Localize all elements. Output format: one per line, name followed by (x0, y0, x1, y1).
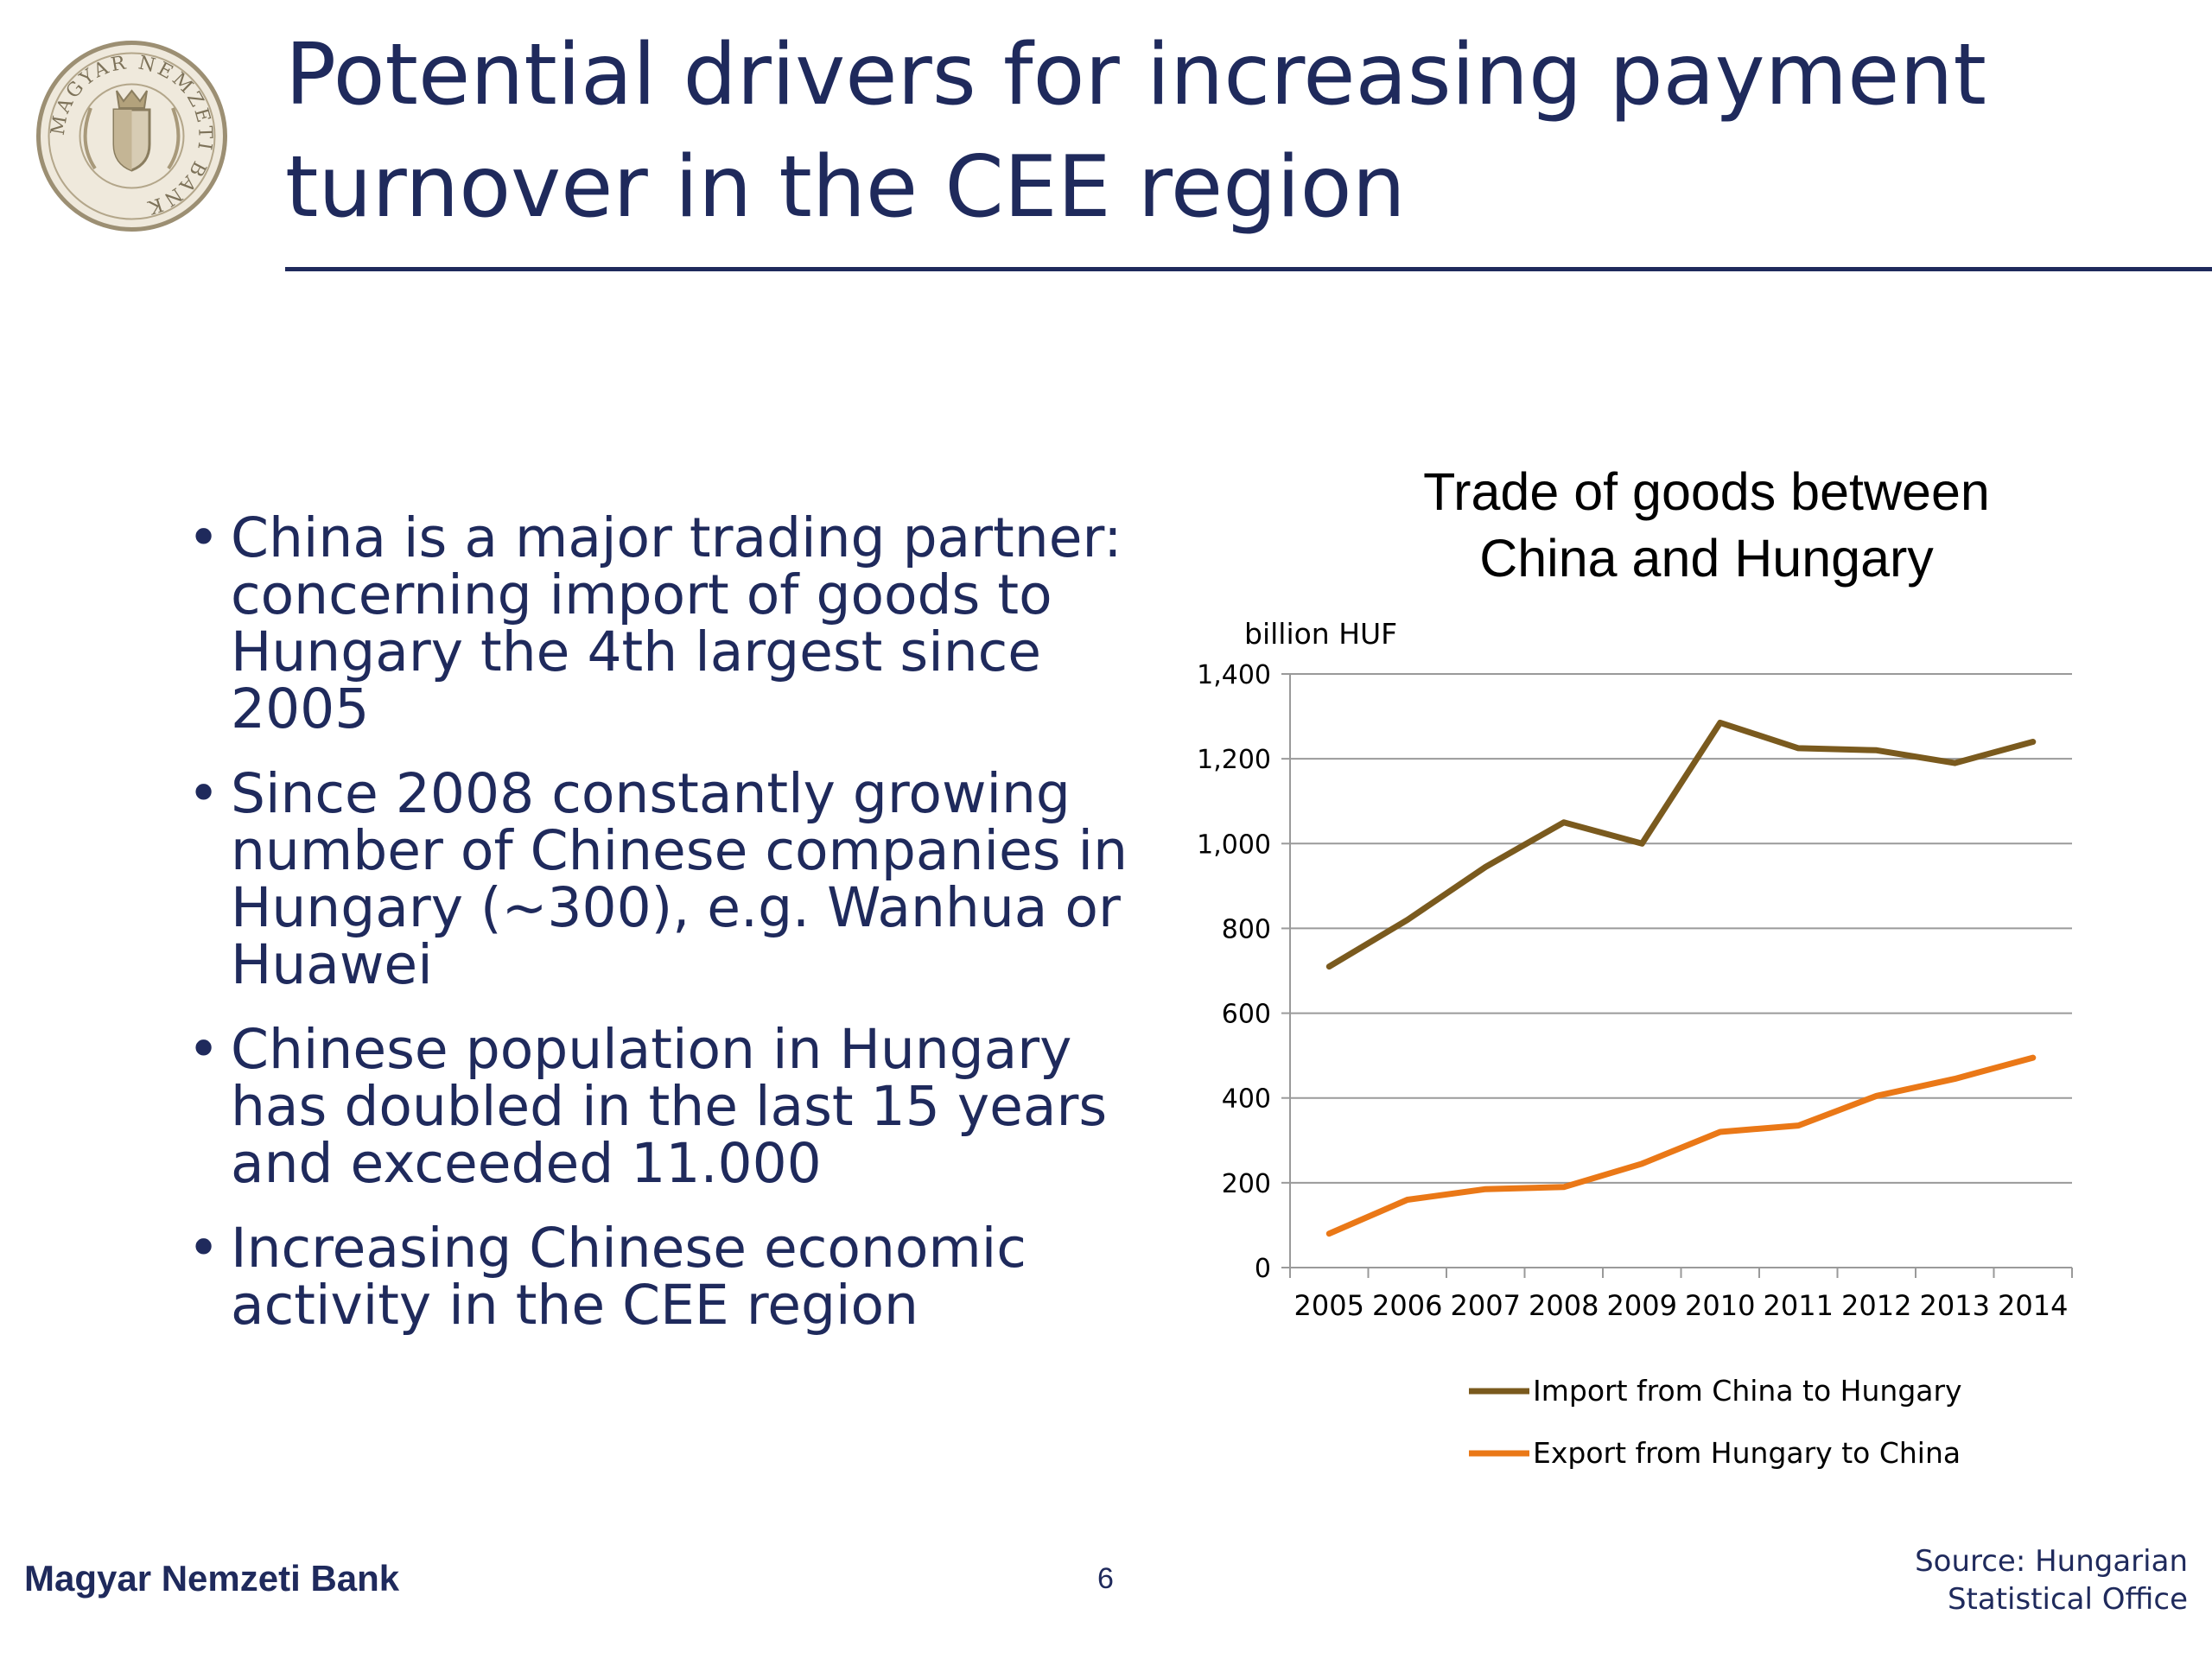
bullet-text: Increasing Chinese economic activity in … (231, 1217, 1027, 1337)
bullet-dot-icon: • (188, 1217, 220, 1280)
trade-line-chart: Trade of goods between China and Hungary… (1197, 467, 2073, 1470)
slide-title: Potential drivers for increasing payment… (285, 19, 2186, 244)
x-tick-label: 2005 (1294, 1289, 1364, 1322)
y-tick-label: 600 (1222, 1000, 1271, 1030)
legend-import: Import from China to Hungary (1469, 1374, 1962, 1408)
legend-label: Import from China to Hungary (1533, 1374, 1962, 1408)
legend-label: Export from Hungary to China (1533, 1436, 1961, 1470)
bullet-item: • Chinese population in Hungary has doubl… (183, 1021, 1151, 1192)
x-tick-label: 2014 (1998, 1289, 2068, 1322)
y-tick-label: 400 (1222, 1084, 1271, 1115)
title-rule (285, 267, 2212, 271)
legend-export: Export from Hungary to China (1469, 1436, 1961, 1470)
bullet-dot-icon: • (188, 506, 220, 569)
source-line-2: Statistical Office (1947, 1582, 2188, 1617)
bullet-item: • China is a major trading partner: conce… (183, 510, 1151, 738)
bullet-text: Since 2008 constantly growing number of … (231, 762, 1128, 996)
x-tick-label: 2008 (1529, 1289, 1599, 1322)
y-tick-label: 1,000 (1197, 830, 1271, 860)
y-axis-label: billion HUF (1244, 617, 1397, 651)
title-line-2: turnover in the CEE region (285, 138, 1406, 237)
bullet-dot-icon: • (188, 1018, 220, 1081)
y-tick-label: 1,200 (1197, 745, 1271, 775)
source-line-1: Source: Hungarian (1915, 1544, 2188, 1579)
y-tick-label: 0 (1255, 1254, 1271, 1284)
chart-title-line-1: Trade of goods between (1423, 467, 1990, 521)
bullet-text: China is a major trading partner: concer… (231, 506, 1122, 741)
chart-title-line-2: China and Hungary (1479, 529, 1934, 588)
x-tick-label: 2013 (1920, 1289, 1990, 1322)
source-note: Source: Hungarian Statistical Office (1915, 1542, 2188, 1618)
import-series-line (1325, 719, 2037, 970)
bullet-dot-icon: • (188, 762, 220, 825)
y-tick-label: 800 (1222, 914, 1271, 944)
x-tick-label: 2006 (1372, 1289, 1442, 1322)
x-tick-label: 2010 (1685, 1289, 1755, 1322)
x-tick-label: 2012 (1841, 1289, 1911, 1322)
footer-bank-name: Magyar Nemzeti Bank (24, 1558, 400, 1599)
title-line-1: Potential drivers for increasing payment (285, 26, 1986, 124)
page-number: 6 (1097, 1562, 1114, 1595)
mnb-logo: MAGYAR NEMZETI BANK (36, 41, 227, 232)
export-series-line (1325, 1054, 2037, 1237)
bullet-text: Chinese population in Hungary has double… (231, 1018, 1108, 1195)
x-tick-label: 2007 (1451, 1289, 1521, 1322)
bullet-item: • Increasing Chinese economic activity in… (183, 1220, 1151, 1334)
x-tick-label: 2009 (1607, 1289, 1677, 1322)
bullet-item: • Since 2008 constantly growing number of… (183, 766, 1151, 994)
bullet-list: • China is a major trading partner: conce… (183, 510, 1151, 1362)
y-tick-label: 1,400 (1197, 660, 1271, 690)
y-tick-label: 200 (1222, 1169, 1271, 1199)
x-tick-label: 2011 (1764, 1289, 1834, 1322)
